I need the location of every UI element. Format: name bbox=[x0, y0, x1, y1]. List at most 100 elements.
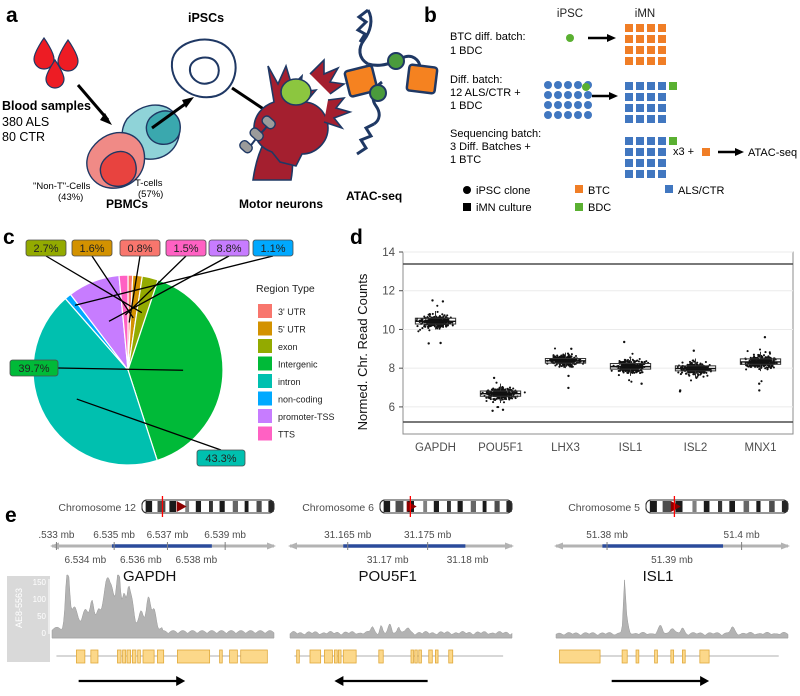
data-point bbox=[558, 365, 561, 368]
imn-square-als-ctr bbox=[636, 137, 644, 145]
data-point bbox=[630, 380, 633, 383]
imn-square-als-ctr bbox=[647, 148, 655, 156]
data-point bbox=[756, 359, 759, 362]
data-point bbox=[681, 361, 684, 364]
legend-label-btc: BTC bbox=[588, 185, 610, 197]
data-point bbox=[772, 359, 775, 362]
y-tick-label: 14 bbox=[382, 247, 395, 259]
axis-tick-label-top: 6.537 mb bbox=[147, 530, 189, 541]
ideogram-band bbox=[656, 501, 663, 512]
data-point bbox=[501, 386, 504, 389]
ideogram-band bbox=[756, 501, 761, 512]
data-point bbox=[492, 401, 495, 404]
data-point bbox=[623, 360, 626, 363]
pie-slice bbox=[118, 274, 129, 371]
data-point bbox=[553, 356, 556, 359]
data-point bbox=[772, 366, 775, 369]
ideogram-band bbox=[261, 501, 269, 512]
data-point bbox=[634, 364, 637, 367]
data-point bbox=[688, 374, 691, 377]
data-point bbox=[434, 318, 437, 321]
data-point bbox=[746, 350, 749, 353]
gene-name-label: ISL1 bbox=[643, 568, 674, 585]
pie-callout-box bbox=[25, 239, 67, 257]
pie-callout-box bbox=[208, 239, 250, 257]
imn-square-als-ctr bbox=[658, 148, 666, 156]
legend-icon-ipsc-clone bbox=[463, 186, 471, 194]
outlier-point bbox=[570, 347, 573, 350]
panel-a-label: a bbox=[6, 4, 18, 27]
ideogram-band bbox=[749, 501, 757, 512]
legend-label: non-coding bbox=[278, 395, 323, 405]
exon-box bbox=[229, 649, 238, 664]
exon-box bbox=[418, 649, 422, 664]
legend-icon-btc bbox=[575, 185, 583, 193]
pie-callout-box bbox=[9, 359, 59, 377]
legend-swatch bbox=[258, 339, 272, 353]
pie-slice bbox=[32, 297, 158, 466]
ideogram-band bbox=[165, 501, 170, 512]
ideogram-band bbox=[470, 501, 477, 512]
exon-box bbox=[699, 649, 710, 664]
axis-tick-label-bottom: 6.534 mb bbox=[64, 555, 106, 566]
ipsc-clone-dot bbox=[574, 81, 582, 89]
pbmc-cells-icon bbox=[86, 104, 181, 189]
axis-tick-label-top: 31.175 mb bbox=[404, 530, 452, 541]
ideogram-band bbox=[649, 501, 657, 512]
exon-box bbox=[410, 649, 414, 664]
ideogram-band bbox=[395, 501, 404, 512]
data-point bbox=[508, 386, 512, 389]
ideogram-band bbox=[209, 501, 213, 512]
data-point bbox=[704, 360, 707, 364]
imn-square-als-ctr bbox=[636, 115, 644, 123]
box bbox=[544, 357, 587, 364]
ideogram-band bbox=[201, 501, 209, 512]
ideogram-band bbox=[248, 501, 257, 512]
data-point bbox=[512, 387, 515, 390]
data-point bbox=[640, 369, 643, 372]
exon-box bbox=[621, 649, 628, 664]
data-point bbox=[623, 363, 626, 366]
data-point bbox=[417, 330, 420, 333]
ideogram-outline bbox=[379, 499, 513, 514]
exon-box bbox=[654, 649, 658, 664]
pie-callout-leader bbox=[76, 398, 222, 451]
data-point bbox=[562, 353, 565, 356]
exon-box bbox=[635, 649, 640, 664]
ideogram-band bbox=[781, 501, 788, 512]
exon-box bbox=[131, 649, 137, 664]
imn-square-als-ctr bbox=[647, 170, 655, 178]
panel-c: c 2.7% 1.6% 0.8% 1.5% 8.8% 1.1% 39.7% 43.3% Reg… bbox=[0, 222, 345, 477]
ideogram-band bbox=[403, 501, 408, 512]
data-point bbox=[436, 310, 439, 313]
axis-tick-label-top: 31.165 mb bbox=[324, 530, 372, 541]
data-point bbox=[634, 369, 637, 372]
legend-label-bdc: BDC bbox=[588, 202, 611, 214]
imn-square-als-ctr bbox=[625, 159, 633, 167]
x-tick-label: LHX3 bbox=[551, 442, 580, 454]
imn-square-btc bbox=[636, 35, 644, 43]
exon-box bbox=[333, 649, 338, 664]
outlier-point bbox=[492, 376, 496, 380]
data-point bbox=[570, 353, 573, 356]
data-point bbox=[504, 388, 507, 391]
boxplot-layer bbox=[414, 311, 782, 404]
data-point bbox=[677, 371, 680, 374]
data-point bbox=[758, 365, 761, 368]
bdc-clone-dot-row2 bbox=[582, 83, 590, 91]
imn-square-btc bbox=[647, 57, 655, 65]
ideogram-band bbox=[462, 501, 471, 512]
legend-swatch bbox=[258, 356, 272, 371]
data-point bbox=[507, 388, 510, 391]
data-point bbox=[624, 369, 627, 373]
data-point bbox=[756, 365, 759, 369]
axis-tick-label-bottom: 31.18 mb bbox=[447, 555, 489, 566]
imn-grid-seq bbox=[625, 137, 677, 178]
imn-grid-btc bbox=[625, 24, 666, 65]
arrow-row2 bbox=[592, 92, 618, 100]
ideogram-outline bbox=[141, 499, 275, 514]
data-point bbox=[441, 313, 444, 316]
plot-panel bbox=[402, 251, 794, 435]
x-tick-label: GAPDH bbox=[415, 442, 456, 454]
imn-square-btc bbox=[658, 24, 666, 32]
